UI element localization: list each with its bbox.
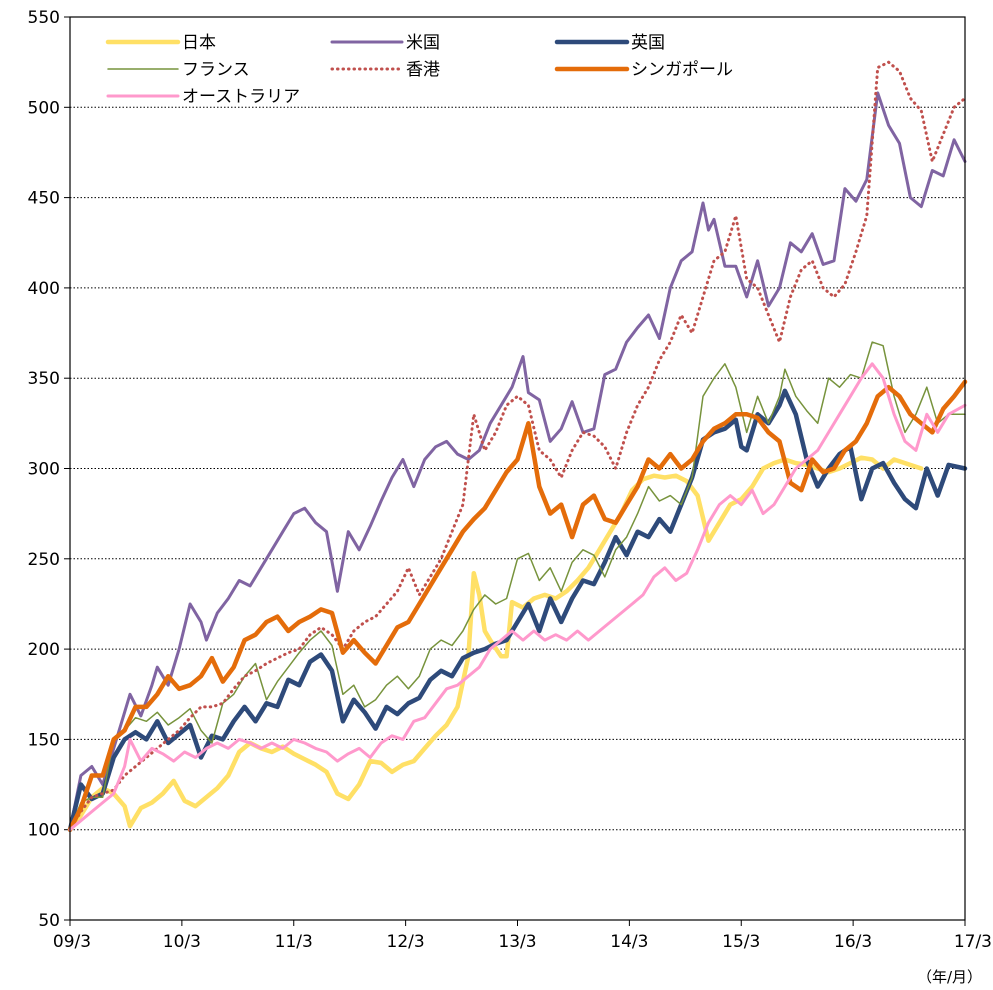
y-axis-ticks: 50 100 150 200 250 300 350 400 450 500 550: [28, 8, 70, 931]
y-tick-label-550: 550: [28, 8, 60, 28]
x-unit-label: （年/月）: [917, 968, 982, 986]
x-tick-label-7: 16/3: [834, 932, 872, 952]
x-tick-label-4: 13/3: [498, 932, 536, 952]
series-lines: [67, 60, 968, 832]
y-tick-label-500: 500: [28, 98, 60, 118]
legend-label-3: フランス: [182, 60, 250, 80]
series-line-5: [67, 379, 968, 832]
y-tick-label-350: 350: [28, 369, 60, 389]
legend-label-2: 英国: [631, 33, 665, 53]
series-line-6: [68, 362, 967, 832]
y-tick-label-400: 400: [28, 279, 60, 299]
y-tick-label-300: 300: [28, 460, 60, 480]
legend-label-4: 香港: [406, 60, 440, 80]
y-tick-label-250: 250: [28, 550, 60, 570]
legend-label-6: オーストラリア: [182, 87, 300, 107]
x-tick-label-5: 14/3: [610, 932, 648, 952]
series-line-1: [68, 91, 967, 832]
x-tick-label-8: 17/3: [954, 932, 992, 952]
y-tick-label-50: 50: [38, 911, 60, 931]
series-line-4: [68, 60, 967, 832]
x-axis-ticks: 09/3 10/3 11/3 12/3 13/3 14/3 15/3 16/3 17/3: [53, 920, 992, 952]
x-tick-label-0: 09/3: [53, 932, 91, 952]
x-tick-label-6: 15/3: [722, 932, 760, 952]
y-tick-label-200: 200: [28, 640, 60, 660]
plot-border: [69, 16, 966, 921]
x-tick-label-1: 10/3: [163, 932, 201, 952]
legend-label-1: 米国: [406, 33, 440, 53]
series-line-3: [69, 341, 966, 831]
series-line-0: [67, 455, 924, 832]
legend-label-0: 日本: [182, 33, 216, 53]
y-tick-label-100: 100: [28, 821, 60, 841]
legend-label-5: シンガポール: [631, 60, 733, 80]
y-tick-label-450: 450: [28, 189, 60, 209]
x-tick-label-3: 12/3: [387, 932, 425, 952]
x-tick-label-2: 11/3: [275, 932, 313, 952]
y-tick-label-150: 150: [28, 730, 60, 750]
